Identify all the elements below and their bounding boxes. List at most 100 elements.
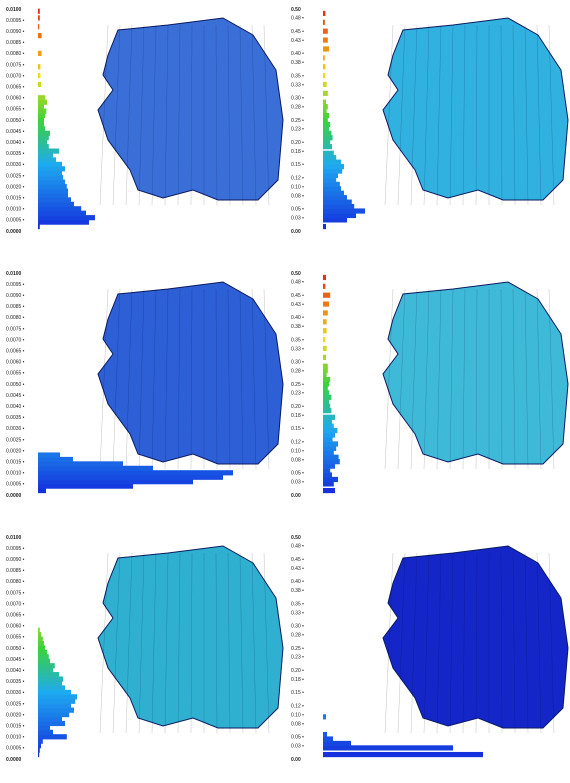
mesh-edge [151, 288, 157, 470]
histogram-bar [323, 487, 335, 494]
tick-label: 0.0095 • [6, 18, 25, 24]
histogram-bar [38, 470, 233, 476]
histogram-bar [323, 181, 340, 187]
tick-label: 0.0065 • [6, 85, 25, 91]
histogram-bar [38, 658, 50, 664]
tick-label: 0.12 • [291, 176, 304, 182]
tick-label: 0.30 • [291, 624, 304, 630]
mesh-edge [99, 24, 109, 206]
histogram-bar [323, 195, 347, 201]
histogram-bar [38, 95, 46, 101]
histogram-bar [38, 645, 46, 651]
tick-label: 0.0030 • [6, 162, 25, 168]
histogram-bar [323, 46, 329, 52]
tick-label: 0.38 • [291, 588, 304, 594]
histogram-bar [323, 714, 326, 720]
histogram-bar [323, 394, 332, 400]
mesh-edge [548, 552, 555, 734]
tick-label: 0.28 • [291, 632, 304, 638]
histogram-bar [38, 148, 59, 154]
histogram-bar [323, 203, 355, 210]
tick-label: 0.33 • [291, 346, 304, 352]
tick-label: 0.0090 • [6, 557, 25, 563]
tick-label: 0.50 [291, 7, 301, 13]
tick-label: 0.0070 • [6, 337, 25, 343]
histogram-bar [38, 663, 55, 669]
mesh-surface [97, 17, 284, 201]
tick-label: 0.0020 • [6, 448, 25, 454]
panel-svg: 0.50 0.48 • 0.45 • 0.43 • 0.40 • 0.38 • 0.35 •… [291, 535, 569, 763]
mesh-edge [125, 24, 133, 206]
tick-label: 0.0090 • [6, 293, 25, 299]
tick-label: 0.33 • [291, 610, 304, 616]
tick-label: 0.25 • [291, 646, 304, 652]
histogram-bar [38, 676, 64, 682]
tick-label: 0.0085 • [6, 568, 25, 574]
tick-label: 0.0065 • [6, 349, 25, 355]
tick-label: 0.0010 • [6, 735, 25, 741]
tick-label: 0.0075 • [6, 326, 25, 332]
mesh-edge [138, 24, 145, 206]
tick-label: 0.40 • [291, 315, 304, 321]
mesh-edge [190, 288, 193, 470]
histogram-bar [323, 177, 337, 183]
mesh-edge [475, 24, 478, 206]
mesh-edge [239, 288, 244, 470]
histogram-bar [323, 73, 326, 79]
mesh-edge [112, 24, 121, 206]
histogram-bar [38, 144, 49, 150]
histogram-bar [323, 423, 334, 429]
histogram-bar [38, 24, 40, 30]
histogram-bar [323, 459, 340, 465]
histogram-bar [323, 428, 338, 434]
tick-label: 0.0035 • [6, 415, 25, 421]
tick-label: 0.0020 • [6, 712, 25, 718]
tick-label: 0.0050 • [6, 646, 25, 652]
panel-svg: 0.0100 0.0095 • 0.0090 • 0.0085 • 0.0080 • 0.… [6, 535, 284, 763]
histogram-bar [323, 139, 331, 145]
tick-label: 0.0085 • [6, 40, 25, 46]
histogram-bar [38, 130, 50, 136]
tick-label: 0.30 • [291, 360, 304, 366]
mesh-edge [384, 288, 394, 470]
tick-label: 0.10 • [291, 184, 304, 190]
panel-3: 0.0100 0.0095 • 0.0090 • 0.0085 • 0.0080 • 0.… [0, 264, 285, 519]
tick-label: 0.0005 • [6, 218, 25, 224]
tick-label: 0.0030 • [6, 690, 25, 696]
histogram-bar [38, 184, 67, 190]
histogram-bar [323, 99, 326, 105]
tick-label: 0.28 • [291, 104, 304, 110]
tick-label: 0.28 • [291, 368, 304, 374]
histogram-bar [38, 654, 49, 660]
histogram-bar [323, 481, 334, 487]
mesh-edge [423, 24, 430, 206]
histogram-bar [323, 381, 329, 387]
histogram-bar [323, 81, 327, 88]
histogram-bar [38, 689, 71, 695]
histogram-bar [323, 310, 328, 316]
histogram-bar [38, 139, 47, 145]
tick-label: 0.15 • [291, 690, 304, 696]
histogram-bar [323, 419, 332, 425]
histogram-bar [38, 680, 62, 687]
histogram-bar [323, 135, 333, 141]
tick-label: 0.0100 [6, 7, 22, 13]
histogram-bar [323, 368, 328, 374]
mesh-edge [112, 552, 121, 734]
tick-label: 0.0035 • [6, 679, 25, 685]
mesh-edge [512, 552, 516, 734]
histogram-bar [323, 476, 338, 483]
tick-label: 0.05 • [291, 471, 304, 477]
histogram-bar [38, 703, 71, 709]
mesh-edge [384, 552, 394, 734]
histogram-bar [38, 104, 44, 110]
histogram-bar [38, 197, 71, 203]
mesh-edge [263, 24, 270, 206]
tick-label: 0.45 • [291, 293, 304, 299]
tick-label: 0.40 • [291, 579, 304, 585]
histogram-bar [323, 372, 327, 378]
histogram-bar [38, 206, 82, 212]
mesh-edge [397, 552, 406, 734]
panel-2: 0.50 0.48 • 0.45 • 0.43 • 0.40 • 0.38 • 0.35 •… [285, 0, 570, 255]
mesh-edge [397, 288, 406, 470]
